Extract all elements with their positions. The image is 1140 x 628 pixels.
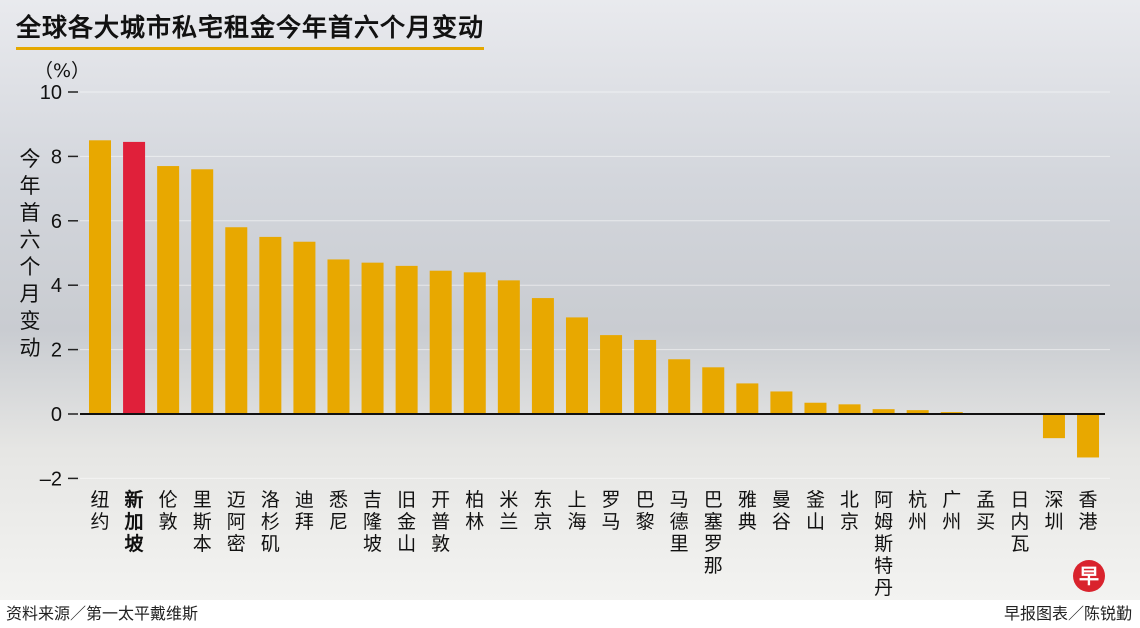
x-tick-label: 里斯本 xyxy=(192,489,212,555)
y-tick-label: –2 xyxy=(40,468,62,490)
x-tick-label: 曼谷 xyxy=(771,489,791,533)
x-tick-label: 日内瓦 xyxy=(1010,489,1030,555)
y-tick-label: 2 xyxy=(51,340,62,362)
x-tick-label: 北京 xyxy=(840,489,860,533)
y-tick-label: 0 xyxy=(51,404,62,426)
source-note: 资料来源／第一太平戴维斯 xyxy=(6,604,199,623)
bar-吉隆坡 xyxy=(361,262,384,414)
bar-马德里 xyxy=(668,359,691,414)
x-tick-label: 马德里 xyxy=(669,489,689,555)
bar-雅典 xyxy=(736,383,759,414)
bar-纽约 xyxy=(89,140,111,415)
bar-北京 xyxy=(838,404,861,414)
y-axis-unit: （%） xyxy=(34,60,91,82)
bar-旧金山 xyxy=(395,265,418,414)
bar-上海 xyxy=(565,317,588,414)
bar-里斯本 xyxy=(191,169,214,414)
bar-迈阿密 xyxy=(225,227,248,414)
bar-罗马 xyxy=(600,335,623,414)
bar-新加坡 xyxy=(123,141,146,414)
bar-迪拜 xyxy=(293,241,316,414)
x-tick-label: 米兰 xyxy=(499,489,519,533)
x-tick-label: 釜山 xyxy=(805,489,825,533)
x-tick-label: 柏林 xyxy=(465,489,485,533)
bar-釜山 xyxy=(804,402,827,414)
bar-东京 xyxy=(531,298,554,414)
x-tick-label: 迪拜 xyxy=(294,489,314,533)
x-tick-label: 开普敦 xyxy=(431,489,451,555)
x-tick-label: 香港 xyxy=(1078,489,1098,533)
x-tick-label: 杭州 xyxy=(908,489,928,533)
x-tick-label: 深圳 xyxy=(1044,489,1064,533)
bar-巴塞罗那 xyxy=(702,367,725,414)
chart-title: 全球各大城市私宅租金今年首六个月变动 xyxy=(16,8,485,50)
x-tick-label: 上海 xyxy=(567,489,587,533)
y-tick-label: 8 xyxy=(51,146,62,168)
x-tick-label: 悉尼 xyxy=(328,489,348,533)
y-tick-label: 4 xyxy=(51,275,62,297)
x-tick-label: 洛杉矶 xyxy=(260,489,280,555)
y-tick-label: 6 xyxy=(51,211,62,233)
x-tick-label: 广州 xyxy=(942,489,962,533)
bar-巴黎 xyxy=(634,339,657,414)
bar-阿姆斯特丹 xyxy=(872,409,895,414)
x-tick-label: 东京 xyxy=(533,489,553,533)
x-tick-label: 新加坡 xyxy=(124,489,144,555)
x-tick-label: 迈阿密 xyxy=(226,489,246,555)
x-tick-label: 巴黎 xyxy=(635,489,655,533)
x-tick-label: 纽约 xyxy=(90,489,110,533)
cityscape-background xyxy=(0,0,1140,600)
bar-洛杉矶 xyxy=(259,236,282,414)
bar-香港 xyxy=(1077,414,1100,458)
bar-柏林 xyxy=(463,272,486,414)
bar-杭州 xyxy=(906,410,929,414)
x-tick-label: 阿姆斯特丹 xyxy=(874,489,894,599)
y-tick-label: 10 xyxy=(40,82,62,104)
x-tick-label: 孟买 xyxy=(976,489,996,533)
bar-米兰 xyxy=(497,280,520,414)
bar-开普敦 xyxy=(429,270,452,414)
bar-曼谷 xyxy=(770,391,793,414)
x-tick-label: 雅典 xyxy=(737,489,757,533)
bar-伦敦 xyxy=(157,166,180,414)
bar-深圳 xyxy=(1042,414,1065,439)
bar-chart: 10 8 6 4 2 0 –2 xyxy=(39,82,1105,491)
x-tick-label: 吉隆坡 xyxy=(363,489,383,555)
x-tick-label: 罗马 xyxy=(601,489,621,533)
x-tick-label: 伦敦 xyxy=(158,489,178,533)
chart-credit: 早报图表／陈锐勤 xyxy=(1003,604,1132,623)
x-tick-label: 旧金山 xyxy=(397,489,417,555)
y-axis-label: 今年首六个月变动 xyxy=(19,147,41,360)
x-tick-label: 巴塞罗那 xyxy=(703,489,723,577)
zaobao-logo: 早 xyxy=(1073,560,1105,592)
bar-悉尼 xyxy=(327,259,350,414)
